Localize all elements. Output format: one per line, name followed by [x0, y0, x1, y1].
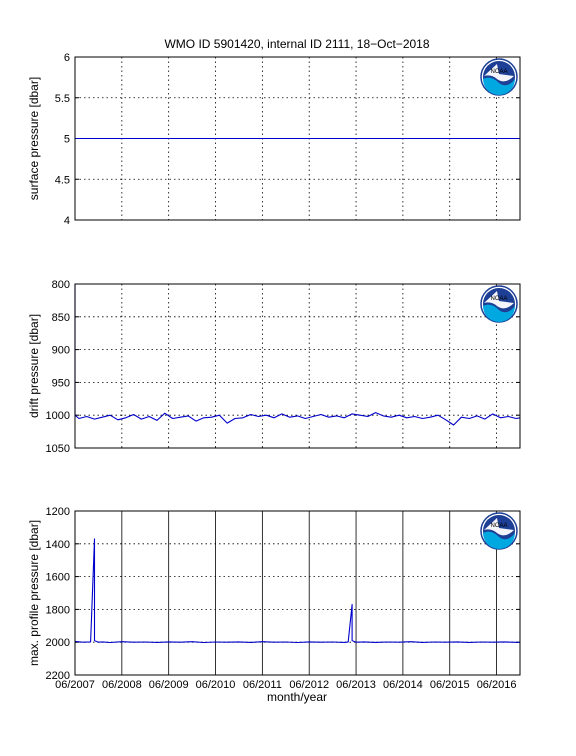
y-tick-label: 1400 — [46, 539, 70, 551]
plot-area — [75, 511, 520, 675]
svg-text:NOAA: NOAA — [490, 296, 507, 302]
noaa-logo: NOAA — [480, 285, 518, 323]
noaa-logo: NOAA — [480, 512, 518, 550]
y-tick-label: 4.5 — [55, 174, 70, 186]
y-tick-label: 5 — [64, 134, 70, 146]
y-axis-label: surface pressure [dbar] — [27, 77, 41, 200]
surface-pressure-panel: 4 4.5 5 5.5 6 surface pressure [dbar] NOAA — [27, 52, 521, 227]
y-tick-label: 1800 — [46, 604, 70, 616]
y-tick-label: 850 — [52, 312, 70, 324]
x-tick-label: 06/2015 — [430, 679, 470, 691]
data-line — [74, 284, 521, 426]
max-profile-pressure-panel: 06/2007 06/2008 06/2009 06/2010 06/2011 06/20… — [27, 506, 521, 691]
x-tick-label: 06/2012 — [289, 679, 329, 691]
svg-text:NOAA: NOAA — [490, 523, 507, 529]
y-tick-label: 4 — [64, 215, 70, 227]
y-axis-label: max. profile pressure [dbar] — [27, 520, 41, 666]
chart-title: WMO ID 5901420, internal ID 2111, 18−Oct… — [164, 37, 429, 51]
y-tick-label: 6 — [64, 52, 70, 64]
axes-frame — [74, 283, 521, 449]
x-tick-label: 06/2010 — [196, 679, 236, 691]
svg-text:NOAA: NOAA — [490, 69, 507, 75]
y-axis-label: drift pressure [dbar] — [27, 314, 41, 418]
axes-frame — [74, 56, 521, 221]
x-tick-label: 06/2008 — [102, 679, 142, 691]
y-tick-label: 800 — [52, 279, 70, 291]
y-tick-label: 2200 — [46, 670, 70, 682]
y-tick-label: 1000 — [46, 410, 70, 422]
x-tick-label: 06/2009 — [149, 679, 189, 691]
y-tick-label: 1600 — [46, 572, 70, 584]
noaa-logo: NOAA — [480, 58, 518, 96]
x-tick-label: 06/2007 — [55, 679, 95, 691]
y-tick-label: 1200 — [46, 506, 70, 518]
drift-pressure-panel: 800 850 900 950 1000 1050 drift pressure [dbar… — [27, 279, 521, 455]
y-tick-label: 950 — [52, 377, 70, 389]
x-tick-label: 06/2011 — [243, 679, 282, 691]
x-tick-label: 06/2014 — [383, 679, 423, 691]
x-tick-label: 06/2016 — [477, 679, 517, 691]
y-tick-label: 5.5 — [55, 93, 70, 105]
plot-area — [75, 284, 520, 448]
y-tick-label: 1050 — [46, 443, 70, 455]
y-tick-label: 2000 — [46, 637, 70, 649]
y-tick-label: 900 — [52, 345, 70, 357]
x-tick-label: 06/2013 — [336, 679, 376, 691]
data-line — [74, 538, 521, 644]
x-axis-label: month/year — [267, 690, 327, 704]
axes-frame — [74, 510, 521, 676]
